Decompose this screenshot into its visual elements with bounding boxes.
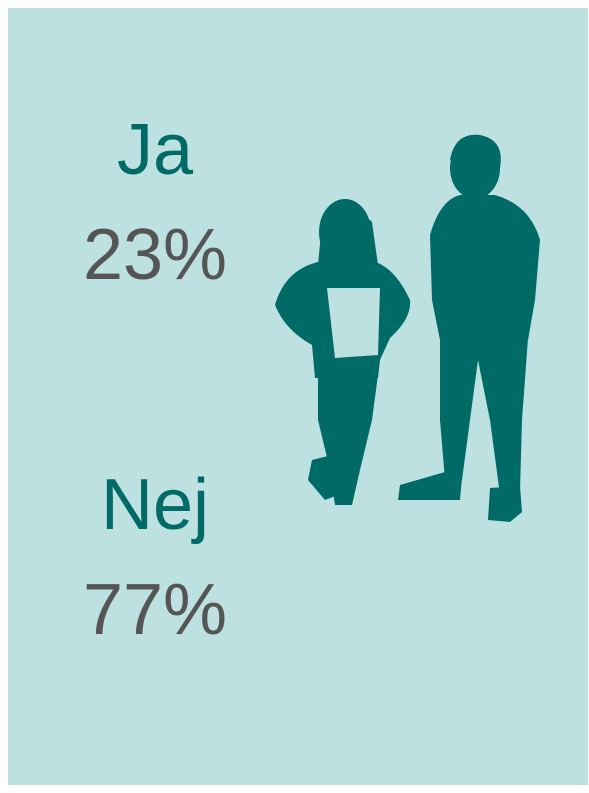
girl-shirt <box>327 288 380 358</box>
boy-silhouette <box>398 135 540 522</box>
children-silhouettes <box>0 0 589 793</box>
page: Ja 23% Nej 77% (() => { const data = JSO… <box>0 0 589 793</box>
